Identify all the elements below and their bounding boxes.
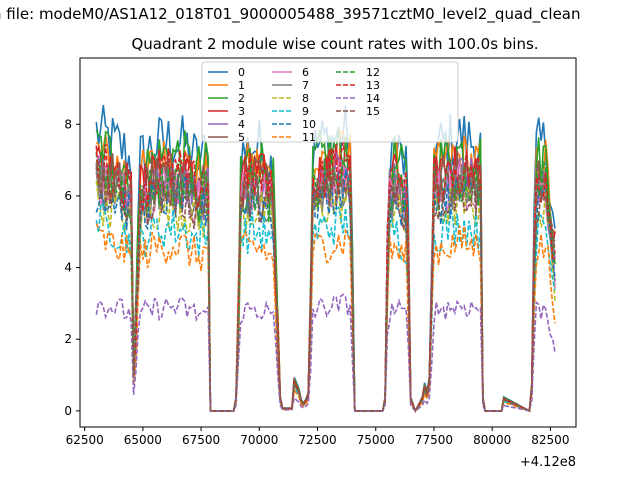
y-axis: 0 2 4 6 8	[64, 117, 80, 418]
legend-entry-6: 6	[302, 66, 309, 79]
legend-entry-0: 0	[238, 66, 245, 79]
legend-entry-4: 4	[238, 118, 245, 131]
legend-entry-13: 13	[366, 79, 380, 92]
x-tick-label: 77500	[415, 433, 453, 447]
x-tick-label: 70000	[240, 433, 278, 447]
legend-entry-7: 7	[302, 79, 309, 92]
plot-frame	[79, 57, 577, 428]
legend-frame	[201, 61, 459, 143]
x-tick-label: 67500	[182, 433, 220, 447]
y-tick-label: 8	[64, 117, 72, 131]
legend-entry-8: 8	[302, 92, 309, 105]
x-offset-text: +4.12e8	[520, 455, 576, 470]
x-tick-label: 62500	[66, 433, 104, 447]
y-tick-label: 4	[64, 261, 72, 275]
x-tick-label: 72500	[298, 433, 336, 447]
legend-entry-12: 12	[366, 66, 380, 79]
series-line-11	[95, 223, 556, 413]
chart-title: Quadrant 2 module wise count rates with …	[131, 35, 539, 53]
legend-entry-10: 10	[302, 118, 316, 131]
legend-entry-2: 2	[238, 92, 245, 105]
series-line-9	[95, 202, 556, 413]
figure-suptitle: n file: modeM0/AS1A12_018T01_9000005488_…	[0, 5, 581, 23]
y-tick-label: 0	[64, 404, 72, 418]
x-tick-label: 82500	[531, 433, 569, 447]
legend-entry-5: 5	[238, 131, 245, 144]
x-tick-label: 80000	[473, 433, 511, 447]
legend-entry-3: 3	[238, 105, 245, 118]
legend-entry-11: 11	[302, 131, 316, 144]
legend-entry-15: 15	[366, 105, 380, 118]
legend-entry-1: 1	[238, 79, 245, 92]
series-line-12	[95, 151, 556, 413]
series-line-8	[95, 180, 556, 413]
y-tick-label: 2	[64, 332, 72, 346]
x-tick-label: 75000	[357, 433, 395, 447]
x-axis: 62500 65000 67500 70000 72500 75000 77500 80000…	[66, 427, 569, 447]
series-layer	[95, 104, 556, 413]
y-tick-label: 6	[64, 189, 72, 203]
series-line-14	[95, 293, 556, 412]
legend-entry-9: 9	[302, 105, 309, 118]
x-tick-label: 65000	[124, 433, 162, 447]
legend-entry-14: 14	[366, 92, 380, 105]
series-line-15	[95, 161, 556, 413]
series-line-13	[95, 142, 556, 413]
